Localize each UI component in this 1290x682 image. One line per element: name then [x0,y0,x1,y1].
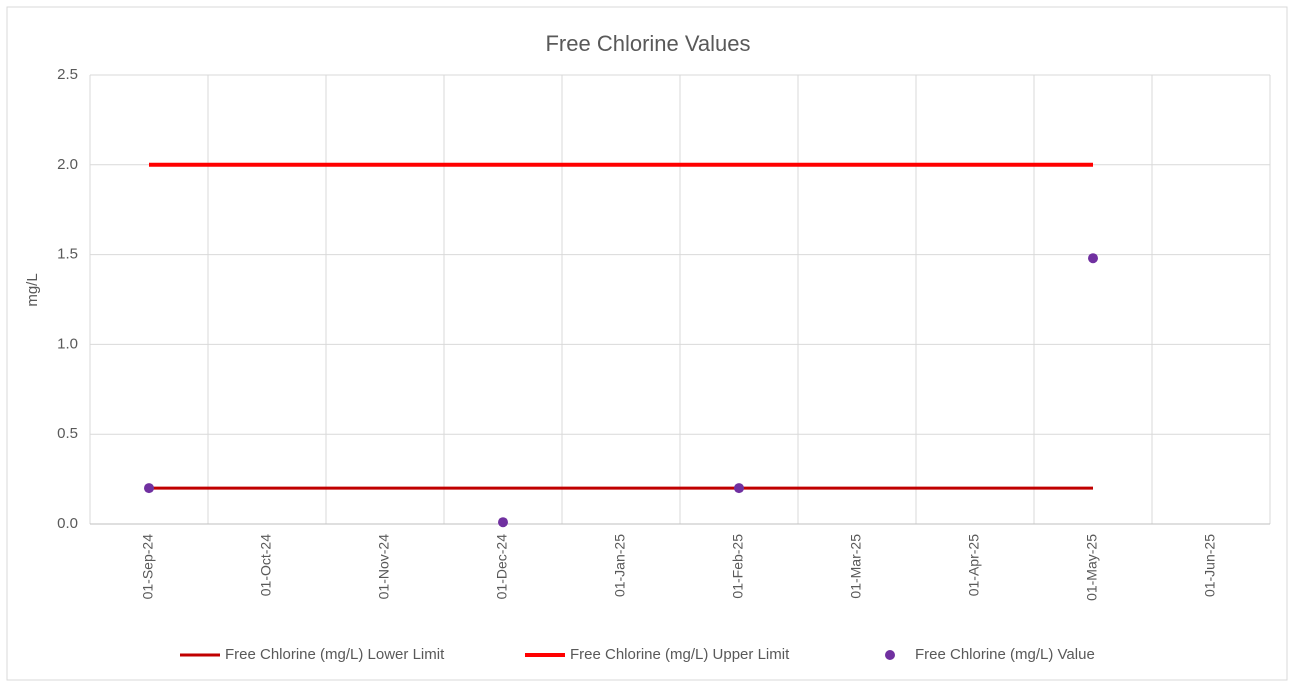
y-tick-label: 2.5 [57,66,78,83]
x-tick-label: 01-Dec-24 [494,534,510,600]
x-tick-label: 01-Mar-25 [848,534,864,599]
y-tick-label: 1.5 [57,246,78,263]
x-tick-label: 01-Apr-25 [966,534,982,596]
legend-swatch [885,650,895,660]
data-point [498,517,508,528]
y-tick-label: 2.0 [57,156,78,173]
y-axis-label: mg/L [24,273,41,306]
data-point [734,483,744,494]
x-tick-label: 01-Sep-24 [140,534,156,600]
x-tick-label: 01-May-25 [1084,534,1100,601]
data-point [1088,253,1098,264]
legend-label: Free Chlorine (mg/L) Lower Limit [225,646,445,663]
x-tick-label: 01-Jan-25 [612,534,628,597]
x-tick-label: 01-Oct-24 [258,534,274,596]
data-point [144,483,154,494]
chart-border [6,6,1288,681]
x-tick-label: 01-Nov-24 [376,534,392,600]
y-tick-label: 0.5 [57,425,78,442]
x-tick-label: 01-Feb-25 [730,534,746,599]
y-tick-label: 1.0 [57,335,78,352]
chart-title: Free Chlorine Values [545,31,750,56]
y-tick-label: 0.0 [57,515,78,532]
legend-label: Free Chlorine (mg/L) Upper Limit [570,646,790,663]
legend-label: Free Chlorine (mg/L) Value [915,646,1095,663]
x-tick-label: 01-Jun-25 [1202,534,1218,597]
